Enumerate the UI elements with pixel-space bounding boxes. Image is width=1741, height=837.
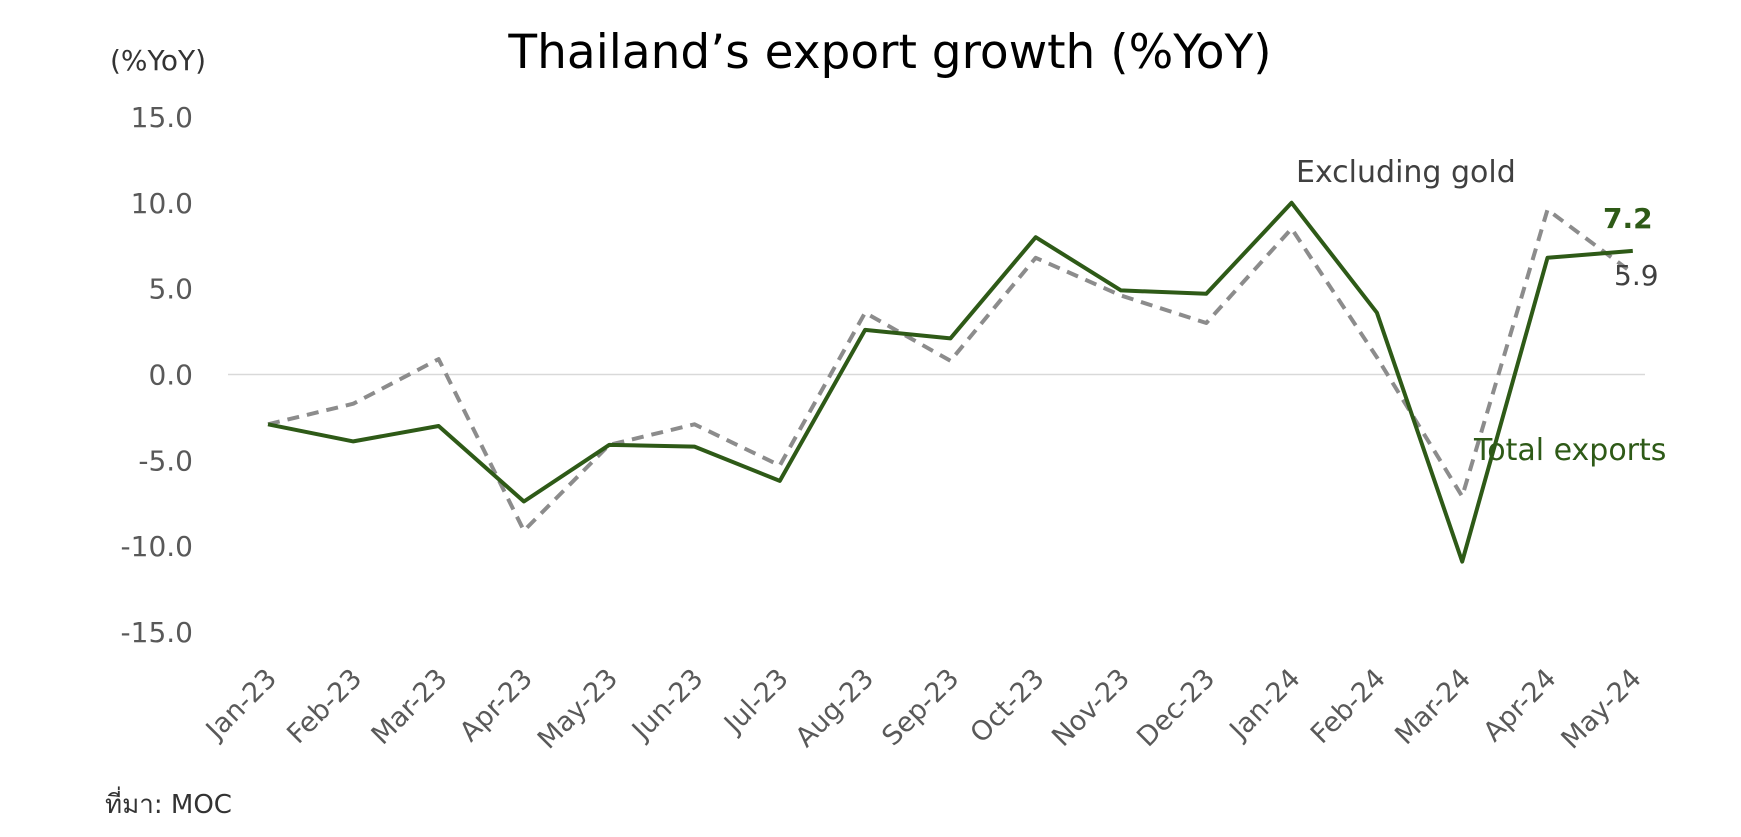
x-tick-label: Oct-23 bbox=[965, 663, 1051, 749]
y-tick-label: -5.0 bbox=[138, 444, 193, 477]
x-tick-label: Sep-23 bbox=[876, 663, 965, 752]
x-tick-label: Aug-23 bbox=[790, 663, 880, 753]
x-tick-label: Mar-23 bbox=[366, 663, 454, 751]
x-tick-label: Dec-23 bbox=[1131, 663, 1221, 753]
y-tick-label: 0.0 bbox=[148, 359, 193, 392]
x-tick-label: Jul-23 bbox=[717, 663, 795, 741]
y-tick-label: -10.0 bbox=[121, 530, 193, 563]
x-tick-label: Nov-23 bbox=[1046, 663, 1136, 753]
series-line-excluding-gold bbox=[267, 207, 1634, 533]
y-axis-unit-label: (%YoY) bbox=[110, 44, 206, 77]
y-tick-label: -15.0 bbox=[121, 616, 193, 649]
y-axis-ticks: 15.0 10.0 5.0 0.0 -5.0 -10.0 -15.0 bbox=[121, 101, 193, 649]
x-tick-label: Feb-23 bbox=[281, 663, 368, 750]
x-tick-label: Jan-23 bbox=[199, 663, 283, 747]
series-layer bbox=[267, 200, 1634, 564]
chart-title: Thailand’s export growth (%YoY) bbox=[507, 25, 1271, 80]
y-tick-label: 10.0 bbox=[131, 187, 193, 220]
last-value-excluding-gold: 5.9 bbox=[1614, 259, 1659, 292]
x-tick-label: Jun-23 bbox=[625, 663, 709, 747]
y-tick-label: 5.0 bbox=[148, 273, 193, 306]
x-tick-label: Jan-24 bbox=[1223, 663, 1307, 747]
x-tick-label: Mar-24 bbox=[1389, 663, 1477, 751]
series-label-total-exports: Total exports bbox=[1473, 433, 1666, 468]
x-tick-label: May-23 bbox=[532, 663, 624, 755]
series-line-total-exports bbox=[267, 200, 1633, 564]
x-tick-label: Apr-23 bbox=[454, 663, 539, 748]
last-value-total-exports: 7.2 bbox=[1603, 202, 1653, 235]
x-tick-label: Feb-24 bbox=[1305, 663, 1392, 750]
source-note: ที่มา: MOC bbox=[105, 786, 232, 820]
x-tick-label: Apr-24 bbox=[1478, 663, 1563, 748]
x-tick-label: May-24 bbox=[1556, 663, 1648, 755]
y-tick-label: 15.0 bbox=[131, 101, 193, 134]
series-label-excluding-gold: Excluding gold bbox=[1296, 155, 1516, 190]
